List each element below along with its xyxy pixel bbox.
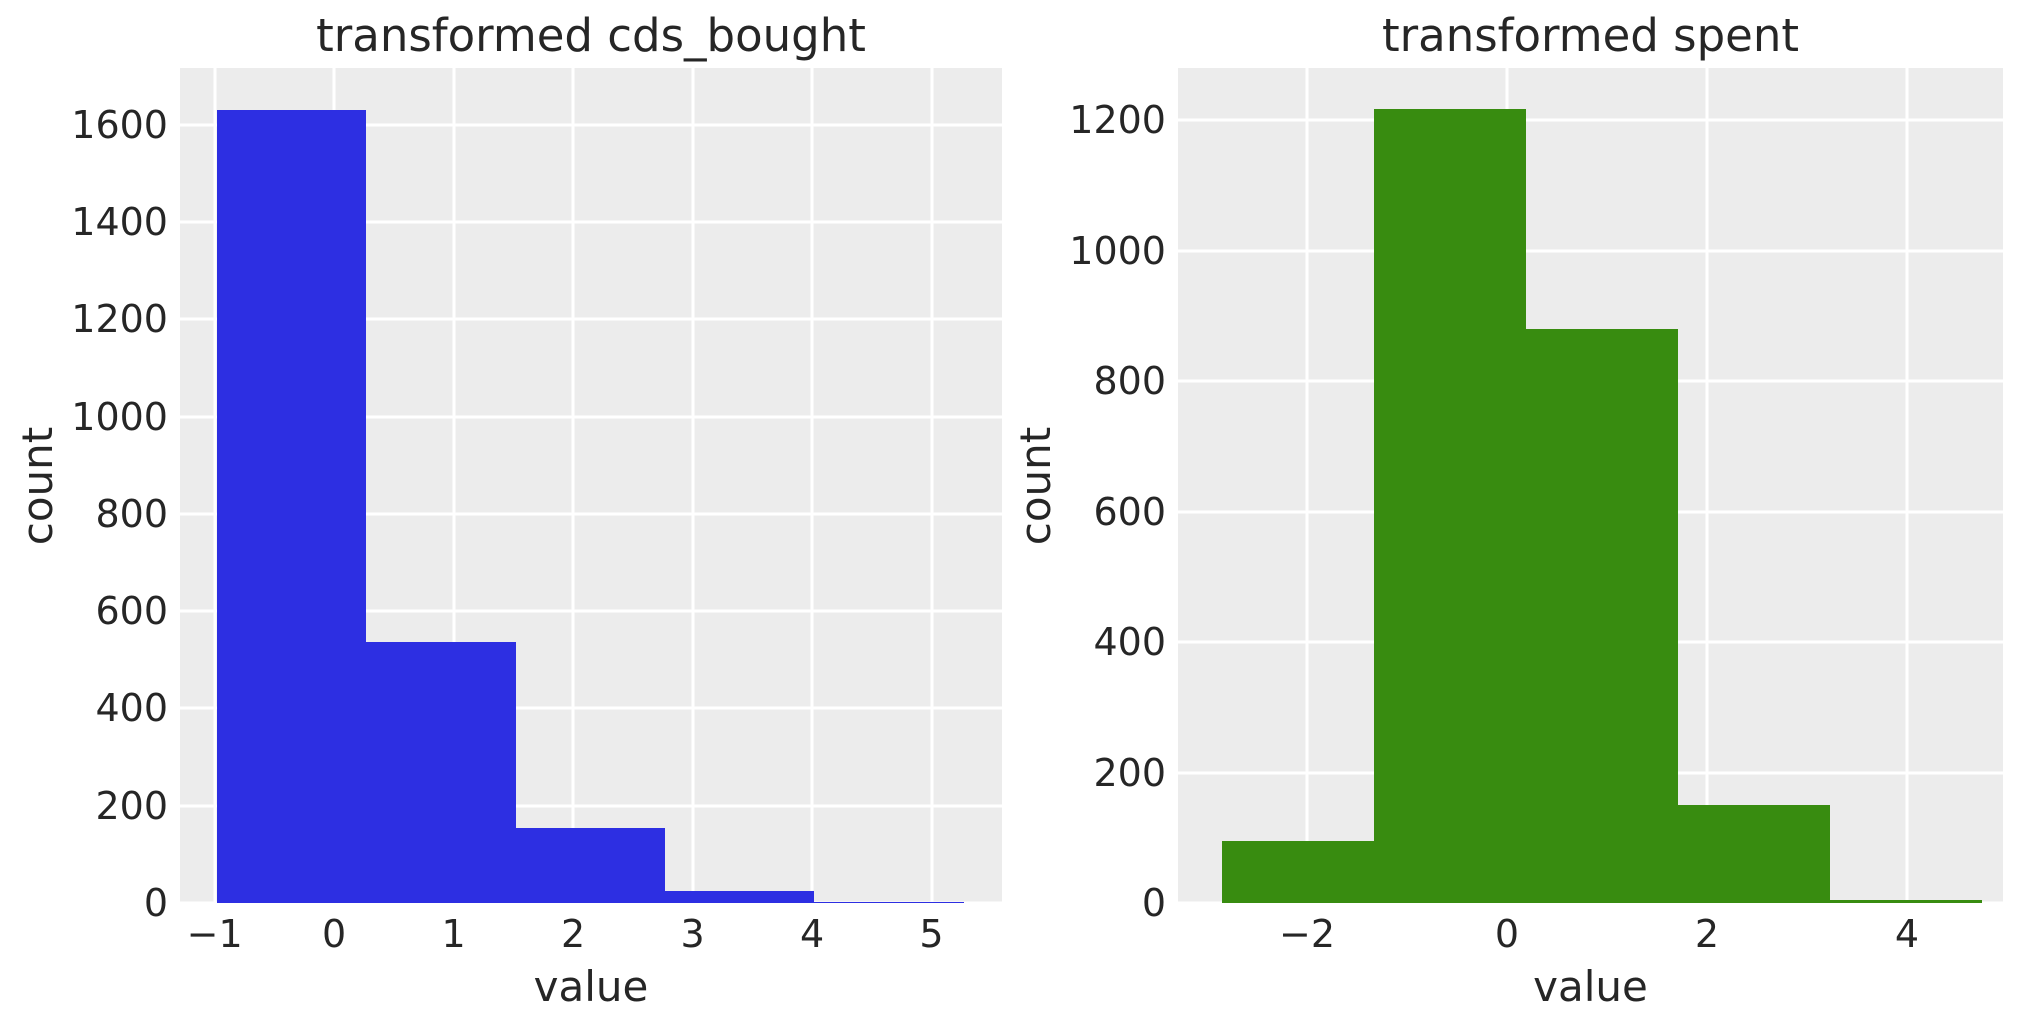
x-gridline: [930, 68, 933, 903]
y-tick-label: 800: [1093, 359, 1166, 404]
y-tick-label: 1000: [1069, 228, 1166, 273]
y-tick-label: 1200: [71, 297, 168, 342]
chart-title: transformed spent: [1381, 9, 1800, 62]
x-tick-label: −2: [1278, 912, 1336, 956]
x-tick-label: 4: [799, 912, 825, 956]
histogram-bar: [217, 110, 367, 903]
y-tick-label: 800: [95, 491, 168, 536]
y-gridline: [180, 609, 1002, 613]
x-tick-label: 4: [1894, 912, 1920, 956]
x-tick-label: 0: [322, 912, 347, 956]
x-gridline: [571, 68, 575, 903]
y-gridline: [180, 220, 1002, 224]
y-tick-label: 0: [143, 881, 168, 925]
histogram-bar: [1374, 109, 1526, 903]
y-tick-label: 200: [95, 783, 168, 828]
x-tick-label: 5: [919, 912, 944, 956]
histogram-bar: [1678, 805, 1830, 903]
x-tick-label: 2: [1694, 912, 1720, 956]
y-tick-label: 1600: [71, 102, 168, 147]
histogram-bar: [1830, 899, 1982, 903]
plot-area: [1178, 68, 2003, 903]
x-gridline: [1705, 68, 1709, 903]
histogram-bar: [814, 901, 964, 903]
x-axis-label: value: [1533, 962, 1648, 1011]
y-tick-label: 200: [1093, 750, 1166, 795]
x-tick-label: 2: [560, 912, 586, 956]
x-gridline: [1905, 68, 1909, 903]
x-gridline: [810, 68, 814, 903]
plot-area: [180, 68, 1002, 903]
x-gridline: [1305, 68, 1309, 903]
y-tick-label: 1400: [71, 200, 168, 245]
y-tick-label: 600: [95, 589, 168, 634]
y-tick-label: 400: [95, 686, 168, 731]
y-gridline: [180, 512, 1002, 516]
y-gridline: [180, 317, 1002, 321]
x-tick-label: −1: [186, 912, 243, 956]
chart-title: transformed cds_bought: [316, 9, 866, 62]
y-gridline: [180, 415, 1002, 419]
x-gridline: [213, 68, 217, 903]
x-gridline: [691, 68, 695, 903]
x-tick-label: 3: [680, 912, 705, 956]
histogram-bar: [515, 828, 666, 903]
y-tick-label: 1000: [71, 394, 168, 439]
y-tick-label: 1200: [1069, 98, 1166, 143]
y-tick-label: 400: [1093, 620, 1166, 665]
y-tick-label: 600: [1093, 489, 1166, 534]
x-gridline: [452, 68, 456, 903]
y-gridline: [1178, 118, 2003, 122]
x-axis-label: value: [533, 962, 649, 1011]
y-gridline: [180, 804, 1002, 808]
y-gridline: [180, 123, 1002, 127]
y-gridline: [1178, 249, 2003, 253]
y-gridline: [180, 706, 1002, 710]
histogram-bar: [366, 641, 516, 903]
histogram-bar: [1526, 328, 1678, 903]
y-tick-label: 0: [1141, 881, 1166, 925]
x-tick-label: 1: [441, 912, 466, 956]
histogram-bar: [1222, 841, 1374, 903]
x-tick-label: 0: [1494, 912, 1520, 956]
histogram-bar: [665, 890, 815, 903]
